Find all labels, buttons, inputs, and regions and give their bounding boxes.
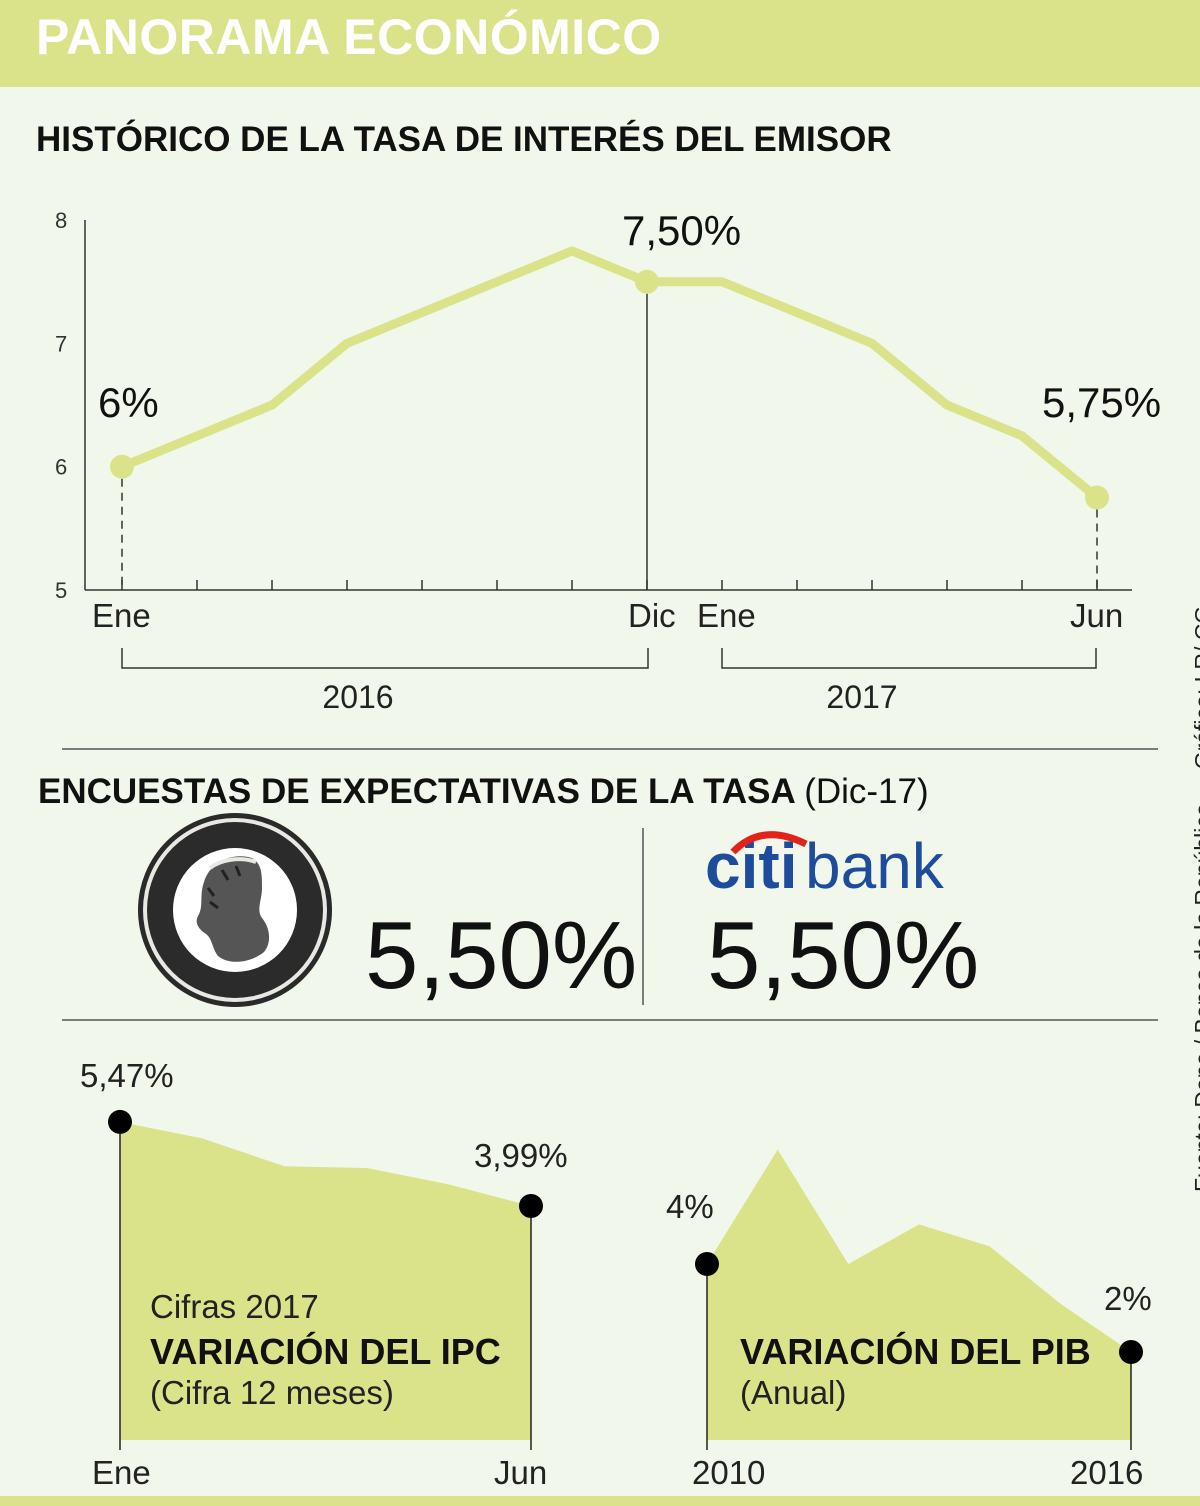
label-6: 6% (98, 379, 159, 426)
ipc-x-label-end: Jun (494, 1454, 547, 1491)
ipc-title: VARIACIÓN DEL IPC (150, 1330, 501, 1372)
citi-arc (730, 831, 808, 855)
rate-point (110, 454, 134, 479)
x-label-ene-2017: Ene (697, 597, 756, 634)
seal-hair-lines (206, 865, 242, 910)
pib-label-start: 4% (666, 1188, 714, 1225)
rate-point (1085, 485, 1109, 510)
y-tick-label-5: 5 (55, 578, 67, 603)
bottom-band (0, 1496, 1200, 1506)
y-tick-label-7: 7 (55, 331, 67, 356)
ipc-chart: 5,47% 3,99% Cifras 2017 VARIACIÓN DEL IP… (80, 1057, 568, 1491)
pib-area (707, 1149, 1131, 1440)
survey-title-text: ENCUESTAS DE EXPECTATIVAS DE LA TASA (38, 772, 795, 811)
ipc-area (120, 1121, 531, 1440)
y-tick-label-6: 6 (55, 455, 67, 480)
pib-label-end: 2% (1104, 1280, 1152, 1317)
x-label-jun: Jun (1070, 597, 1123, 634)
label-7-50: 7,50% (622, 207, 741, 254)
year-label-2017: 2017 (826, 679, 897, 715)
ipc-x-label-start: Ene (92, 1454, 151, 1491)
citi-expectation-value: 5,50% (707, 902, 979, 1009)
seal-portrait (196, 856, 270, 962)
x-label-ene-2016: Ene (92, 597, 151, 634)
banrep-expectation-value: 5,50% (365, 902, 637, 1009)
pib-point-end (1119, 1340, 1143, 1364)
rate-series-line (117, 246, 1102, 503)
ipc-point-end (519, 1194, 543, 1218)
survey-title: ENCUESTAS DE EXPECTATIVAS DE LA TASA (Di… (38, 774, 929, 809)
header-band (0, 0, 1200, 87)
year-label-2016: 2016 (322, 679, 393, 715)
bank-wordmark: bank (805, 830, 945, 902)
survey-date: (Dic-17) (804, 772, 929, 811)
pib-x-label-end: 2016 (1070, 1454, 1143, 1491)
ipc-label-start: 5,47% (80, 1057, 174, 1094)
banco-republica-logo (138, 813, 332, 1007)
ipc-point-start (108, 1109, 132, 1134)
rate-chart-title: HISTÓRICO DE LA TASA DE INTERÉS DEL EMIS… (36, 120, 892, 159)
bracket-2016 (121, 648, 649, 669)
seal-ribbon (208, 857, 257, 870)
pib-x-label-start: 2010 (692, 1454, 765, 1491)
ipc-subtitle: Cifras 2017 (150, 1288, 319, 1325)
citibank-logo: citi bank (705, 830, 945, 902)
bracket-2017 (721, 648, 1097, 669)
x-label-dic: Dic (628, 597, 676, 634)
ipc-label-end: 3,99% (474, 1137, 568, 1174)
page-title: PANORAMA ECONÓMICO (36, 9, 662, 65)
pib-note: (Anual) (740, 1374, 846, 1411)
pib-chart: 4% 2% VARIACIÓN DEL PIB (Anual) 2010 201… (666, 1149, 1152, 1491)
rate-point (635, 269, 659, 294)
label-5-75: 5,75% (1042, 379, 1161, 426)
pib-point-start (695, 1252, 719, 1276)
ipc-note: (Cifra 12 meses) (150, 1374, 394, 1411)
y-tick-label-8: 8 (55, 208, 67, 233)
rate-chart: 5 6 7 8 6% 7,50% 5,75% Ene Dic Ene Jun 2016… (55, 207, 1161, 715)
pib-title: VARIACIÓN DEL PIB (740, 1330, 1091, 1372)
